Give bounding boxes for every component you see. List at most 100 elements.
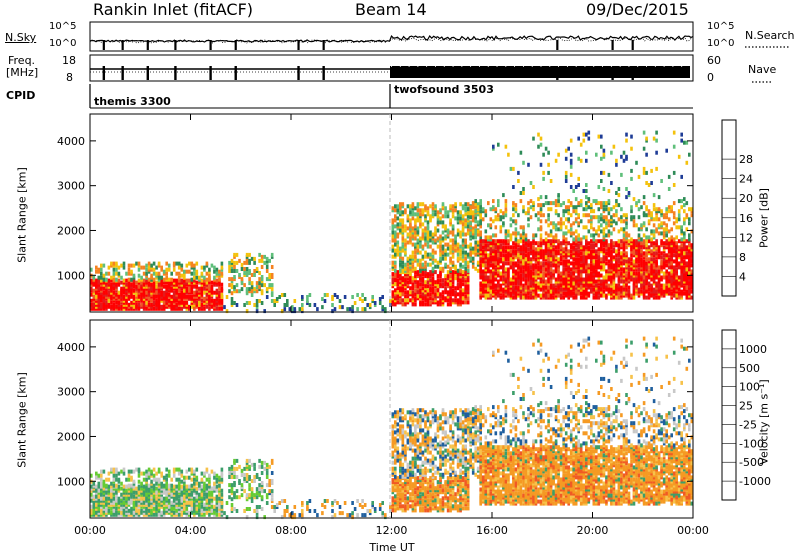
range-gate-cell <box>250 281 254 286</box>
range-gate-cell <box>351 305 354 310</box>
range-gate-cell <box>492 281 495 286</box>
range-gate-cell <box>630 209 633 214</box>
range-gate-cell <box>220 295 224 299</box>
range-gate-cell <box>107 508 111 513</box>
range-gate-cell <box>635 257 638 262</box>
range-gate-cell <box>585 251 588 256</box>
range-gate-cell <box>554 203 558 208</box>
range-gate-cell <box>183 294 186 299</box>
range-gate-cell <box>162 496 166 501</box>
range-gate-cell <box>502 221 505 226</box>
range-gate-cell <box>554 227 558 232</box>
range-gate-cell <box>213 265 216 270</box>
range-gate-cell <box>655 138 658 143</box>
range-gate-cell <box>474 219 477 224</box>
range-gate-cell <box>248 258 251 263</box>
range-gate-cell <box>492 259 495 264</box>
range-gate-cell <box>582 213 586 218</box>
range-gate-cell <box>263 254 266 259</box>
range-gate-cell <box>640 271 643 276</box>
range-gate-cell <box>660 287 663 292</box>
range-gate-cell <box>547 207 550 212</box>
range-gate-cell <box>446 282 450 287</box>
range-gate-cell <box>517 263 520 268</box>
range-gate-cell <box>667 205 671 210</box>
range-gate-cell <box>198 286 201 291</box>
range-gate-cell <box>607 275 611 280</box>
range-gate-cell <box>620 243 623 248</box>
range-gate-cell <box>685 279 689 284</box>
range-gate-cell <box>100 484 103 489</box>
range-gate-cell <box>504 144 508 149</box>
range-gate-cell <box>255 267 259 271</box>
range-gate-cell <box>522 225 525 230</box>
range-gate-cell <box>620 245 623 250</box>
range-gate-cell <box>632 223 636 228</box>
range-gate-cell <box>577 245 580 250</box>
range-gate-cell <box>665 245 668 250</box>
range-gate-cell <box>185 286 189 291</box>
range-gate-cell <box>562 239 565 244</box>
range-gate-cell <box>625 195 628 200</box>
range-gate-cell <box>554 277 558 282</box>
range-gate-cell <box>672 283 676 288</box>
range-gate-cell <box>97 275 101 280</box>
range-gate-cell <box>585 287 588 292</box>
range-gate-cell <box>590 217 593 222</box>
range-gate-cell <box>293 307 297 312</box>
range-gate-cell <box>439 220 442 225</box>
range-gate-cell <box>675 293 678 298</box>
range-gate-cell <box>476 242 480 247</box>
range-gate-cell <box>451 224 455 229</box>
range-gate-cell <box>170 286 173 291</box>
range-gate-cell <box>461 300 465 305</box>
range-gate-cell <box>373 301 377 305</box>
range-gate-cell <box>215 306 219 311</box>
range-gate-cell <box>479 283 482 288</box>
range-gate-cell <box>690 269 694 274</box>
range-gate-cell <box>97 484 101 489</box>
range-gate-cell <box>213 275 216 280</box>
range-gate-cell <box>519 233 523 238</box>
range-gate-cell <box>431 206 435 211</box>
range-gate-cell <box>454 202 457 207</box>
range-gate-cell <box>662 213 666 218</box>
range-gate-cell <box>474 204 477 209</box>
range-gate-cell <box>157 271 161 276</box>
range-gate-cell <box>459 210 462 215</box>
range-gate-cell <box>414 236 417 241</box>
range-gate-cell <box>592 295 596 300</box>
range-gate-cell <box>185 282 189 287</box>
range-gate-cell <box>409 276 412 281</box>
range-gate-cell <box>132 488 136 493</box>
range-gate-cell <box>685 289 689 294</box>
range-gate-cell <box>630 257 633 262</box>
range-gate-cell <box>326 293 329 297</box>
range-gate-cell <box>200 278 204 283</box>
range-gate-cell <box>667 174 671 179</box>
range-gate-cell <box>607 259 611 264</box>
range-gate-cell <box>499 225 503 230</box>
range-gate-cell <box>466 211 470 216</box>
range-gate-cell <box>527 277 530 282</box>
range-gate-cell <box>481 257 485 262</box>
range-gate-cell <box>140 486 143 491</box>
range-gate-cell <box>597 271 601 276</box>
range-gate-cell <box>152 486 156 491</box>
range-gate-cell <box>431 240 435 245</box>
range-gate-cell <box>419 266 422 271</box>
range-gate-cell <box>512 231 515 236</box>
range-gate-cell <box>592 199 596 204</box>
range-gate-cell <box>534 259 538 264</box>
range-gate-cell <box>554 263 558 268</box>
range-gate-cell <box>167 298 171 303</box>
range-gate-cell <box>514 207 518 212</box>
range-gate-cell <box>690 251 694 256</box>
range-gate-cell <box>625 231 628 236</box>
range-gate-cell <box>464 238 467 243</box>
range-gate-cell <box>406 214 410 219</box>
range-gate-cell <box>481 217 485 222</box>
range-gate-cell <box>200 265 204 270</box>
range-gate-cell <box>265 265 269 269</box>
range-gate-cell <box>125 484 128 489</box>
